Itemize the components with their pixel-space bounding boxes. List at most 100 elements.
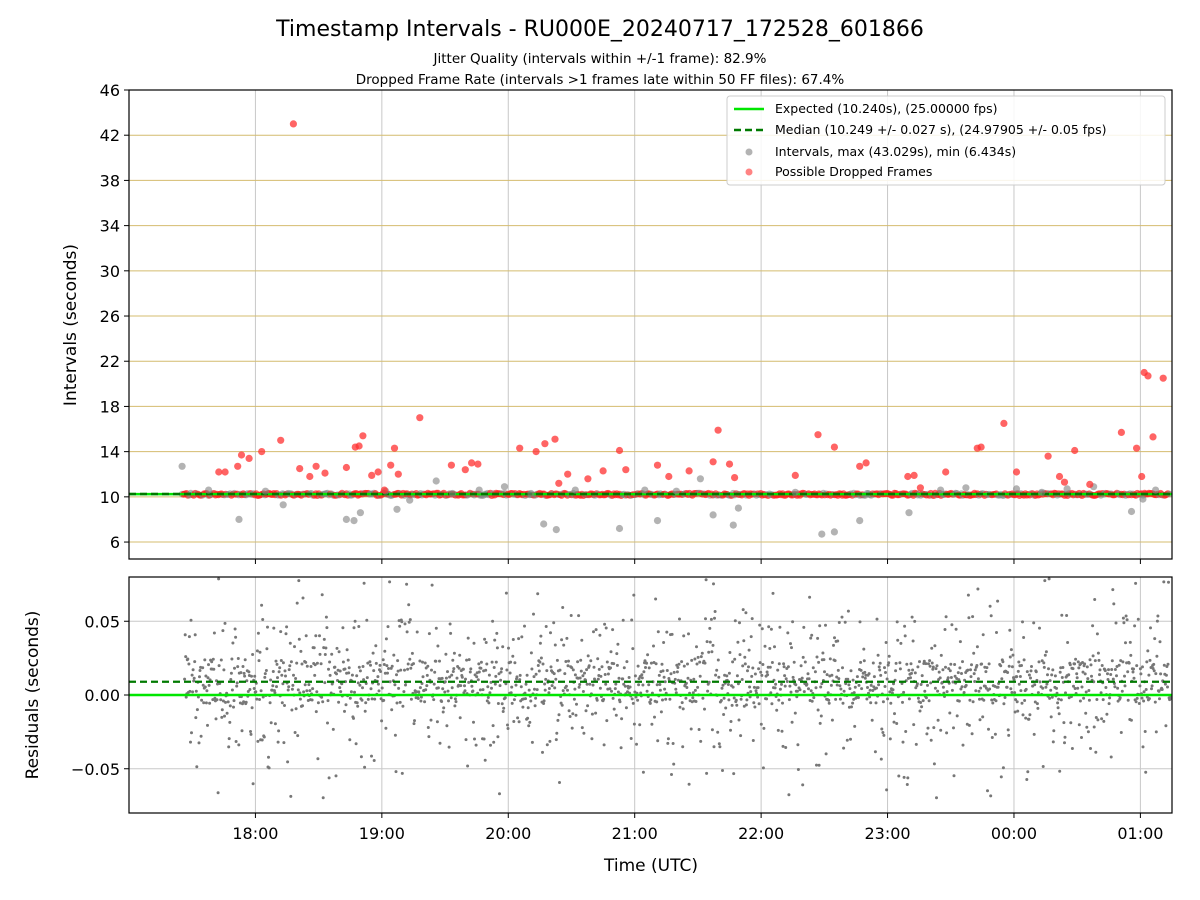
residual-point [839,687,843,691]
residual-point [283,704,286,707]
residual-point [837,621,841,624]
residual-point [760,673,764,677]
residual-point [490,660,494,664]
residual-point [510,685,514,689]
residual-point [1001,660,1005,664]
residual-point [1074,657,1078,661]
residual-point [611,628,615,632]
residual-point [1109,755,1113,759]
residual-point [221,629,225,633]
residual-point [349,690,353,694]
residual-point [582,731,586,735]
dropped-frame-point [1060,478,1069,486]
residual-point [473,737,476,741]
interval-point [393,505,401,513]
residual-point [425,684,429,688]
residual-point [566,688,569,692]
residual-point [1083,662,1087,666]
residual-point [444,676,448,680]
residual-point [816,708,820,712]
residual-point [641,770,645,774]
residual-point [640,673,644,677]
residual-point [485,699,489,703]
residual-point [1144,770,1148,774]
residual-point [193,633,197,637]
residual-point [1086,677,1090,681]
residual-point [561,689,565,693]
residual-point [363,709,367,713]
residual-point [1013,710,1017,714]
residual-point [517,720,521,724]
dropped-frame-point [374,468,382,476]
residual-point [578,676,582,680]
residual-point [975,664,979,667]
residual-point [914,742,918,746]
x-tick-label: 18:00 [232,824,278,843]
residual-point [366,697,370,701]
residual-point [527,688,531,692]
residual-point [974,689,978,693]
residual-point [287,668,291,672]
residual-point [334,774,338,778]
residual-point [664,697,668,701]
residual-point [235,684,239,688]
residual-point [374,644,378,648]
residual-point [703,707,706,711]
residual-point [289,660,293,664]
residual-point [570,666,574,670]
residual-point [697,728,701,731]
interval-point [1012,485,1021,493]
residual-point [485,662,489,666]
residual-point [536,592,540,596]
residual-point [541,662,545,666]
residual-point [862,647,866,651]
residual-point [183,633,187,637]
residual-point [874,701,878,705]
residual-point [853,724,857,728]
residual-point [240,729,244,733]
residual-point [774,682,778,686]
interval-point [449,489,457,498]
residual-point [388,680,392,684]
residual-point [486,696,490,699]
residual-point [1002,702,1006,706]
residual-point [353,619,357,623]
residual-point [882,733,886,737]
residual-point [1108,696,1112,700]
residual-point [681,707,685,711]
residual-point [957,699,961,703]
residual-point [945,731,949,735]
residual-point [952,726,955,730]
residual-point [433,670,437,674]
residual-point [1143,730,1147,733]
residual-point [602,743,606,747]
residual-point [345,648,349,652]
residual-point [614,713,618,717]
residual-point [1017,682,1021,686]
residual-point [580,638,584,642]
residual-point [801,783,805,787]
residual-point [318,634,321,638]
residual-point [230,657,234,661]
residual-point [510,701,514,705]
residual-point [508,671,512,675]
residual-point [371,651,375,655]
residual-point [435,720,439,724]
residual-point [618,700,622,704]
intervals-y-tick-label: 30 [100,262,120,281]
residual-point [590,737,594,741]
residual-point [1056,701,1060,705]
interval-point [356,509,364,517]
residual-point [1041,686,1045,690]
residual-point [409,666,413,670]
residual-point [649,698,653,702]
residual-point [1159,672,1163,676]
interval-point [672,487,681,495]
residual-point [198,675,201,679]
residual-point [703,661,707,665]
residual-point [396,669,400,673]
residual-point [484,641,488,644]
residual-point [273,691,277,695]
residual-point [685,686,689,689]
intervals-y-tick-label: 38 [100,171,120,190]
